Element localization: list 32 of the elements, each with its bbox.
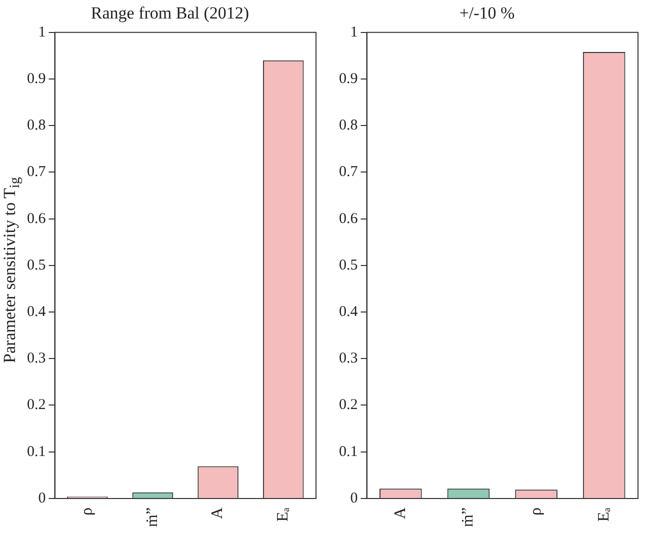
y-tick-label: 0 [350, 490, 358, 506]
y-tick-label: 0.7 [27, 164, 46, 180]
y-tick-label: 0.5 [339, 257, 358, 274]
y-tick-label: 0.6 [339, 210, 358, 227]
y-tick-label: 0.4 [339, 304, 358, 320]
y-tick-label: 0.4 [27, 304, 46, 320]
x-tick-label: ṁ” [144, 507, 161, 527]
y-tick-label: 0.6 [27, 210, 46, 227]
chart-title: +/-10 % [459, 4, 515, 23]
chart-title: Range from Bal (2012) [90, 4, 250, 23]
x-tick-label: A [392, 507, 409, 520]
y-tick-label: 0.9 [339, 70, 358, 87]
x-tick-label: Eₐ [595, 506, 612, 522]
x-tick-label: ρ [78, 507, 96, 516]
y-tick-label: 0.3 [339, 350, 358, 367]
y-tick-label: 0.8 [27, 118, 46, 134]
y-tick-label: 0.2 [339, 397, 358, 414]
x-tick-label: ṁ” [460, 507, 477, 527]
y-tick-label: 1 [38, 24, 46, 40]
x-tick-label: ρ [527, 507, 544, 516]
y-tick-label: 0.5 [27, 257, 46, 274]
x-tick-label: Eₐ [274, 506, 292, 522]
y-tick-label: 1 [350, 24, 358, 40]
y-tick-label: 0.1 [339, 444, 358, 460]
y-tick-label: 0 [38, 490, 46, 506]
y-tick-label: 0.3 [27, 350, 46, 367]
y-tick-label: 0.8 [339, 118, 358, 134]
y-tick-label: 0.1 [27, 444, 46, 460]
y-tick-label: 0.2 [27, 397, 46, 414]
y-tick-label: 0.7 [339, 164, 358, 180]
x-tick-label: A [209, 507, 226, 520]
y-tick-label: 0.9 [27, 70, 46, 87]
